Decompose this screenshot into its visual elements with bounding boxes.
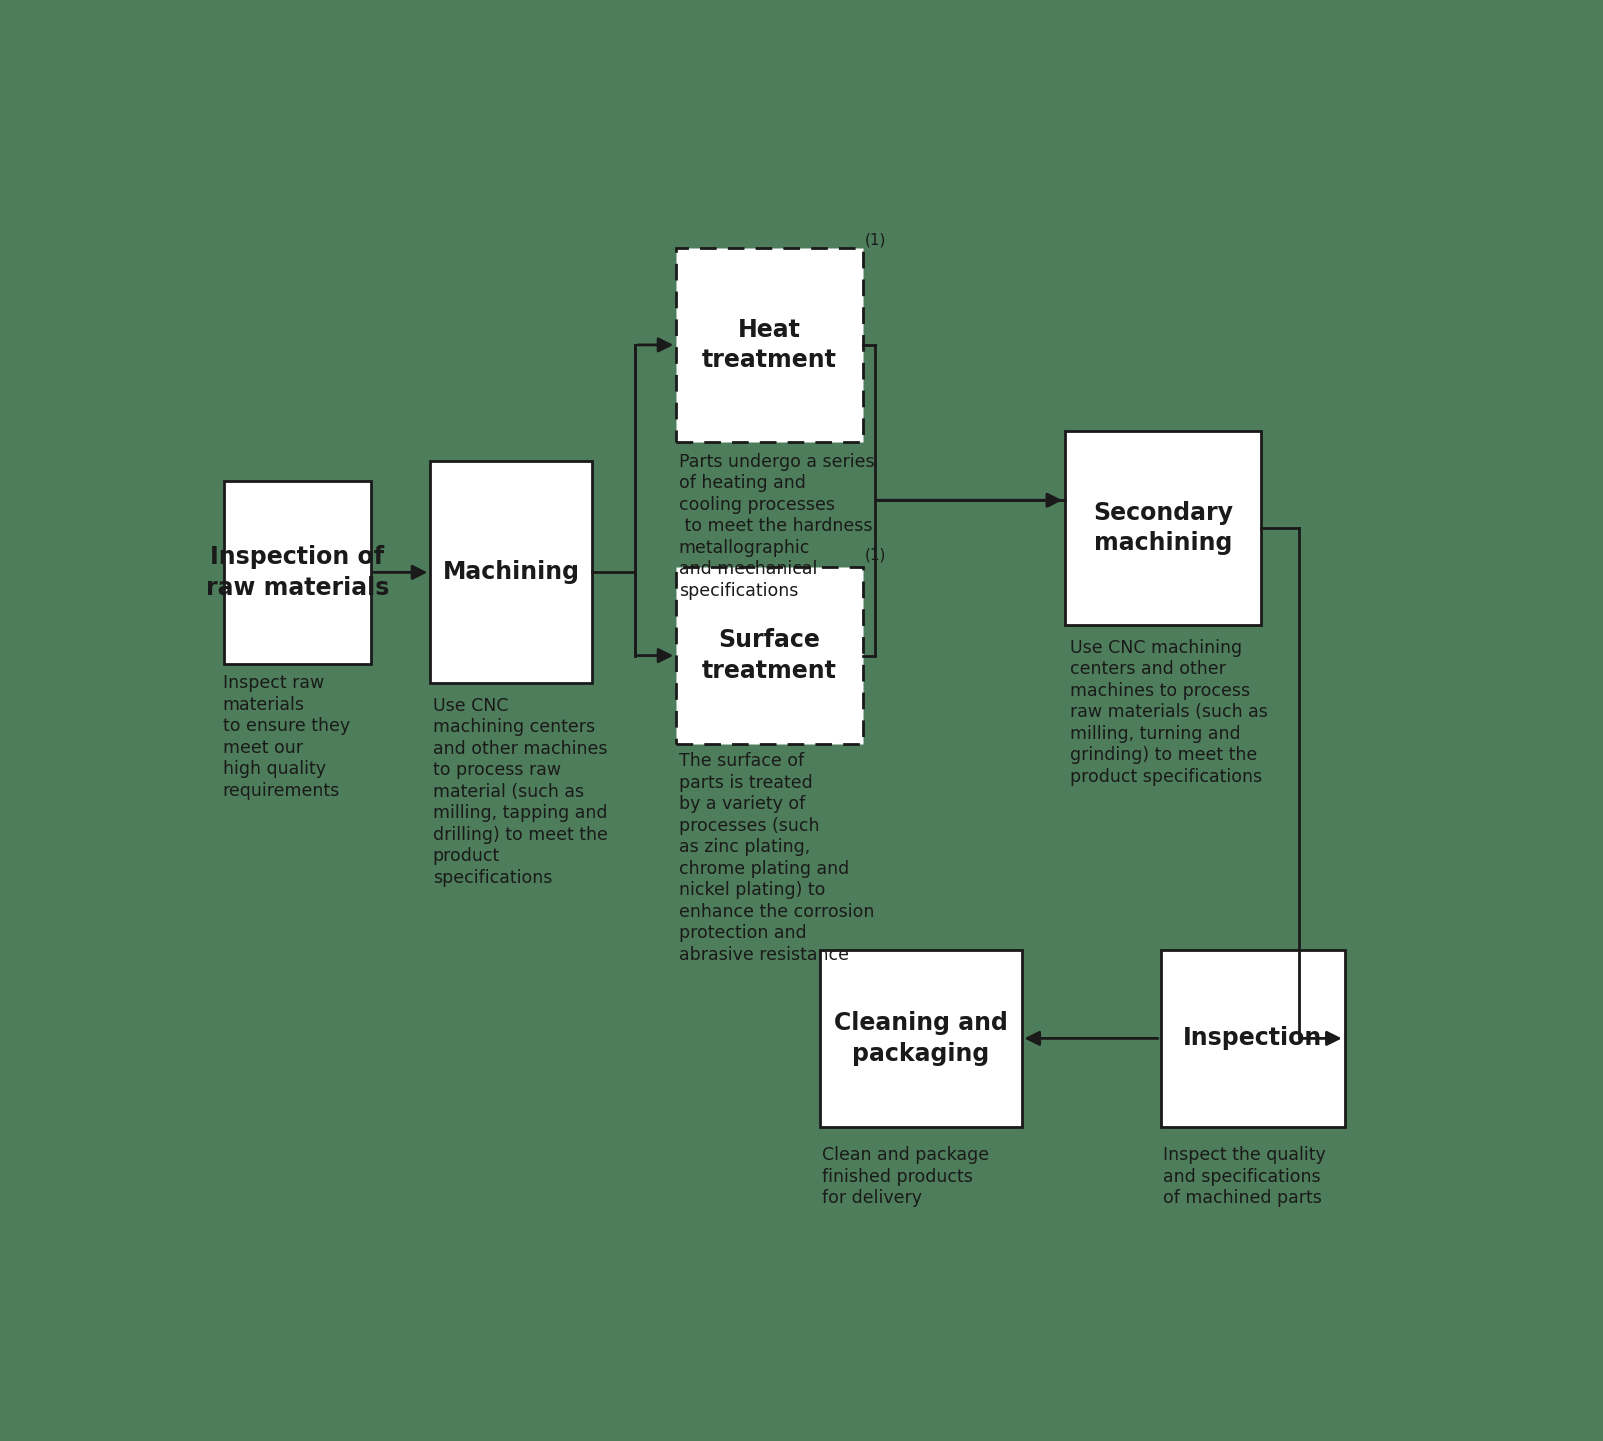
Bar bbox=[676, 248, 862, 442]
Text: Parts undergo a series
of heating and
cooling processes
 to meet the hardness,
m: Parts undergo a series of heating and co… bbox=[678, 452, 878, 599]
Bar bbox=[676, 566, 862, 745]
Text: Use CNC machining
centers and other
machines to process
raw materials (such as
m: Use CNC machining centers and other mach… bbox=[1071, 638, 1268, 785]
Text: Heat
treatment: Heat treatment bbox=[702, 317, 837, 372]
Text: Inspect the quality
and specifications
of machined parts: Inspect the quality and specifications o… bbox=[1164, 1146, 1326, 1208]
Bar bbox=[430, 461, 592, 683]
Text: Inspect raw
materials
to ensure they
meet our
high quality
requirements: Inspect raw materials to ensure they mee… bbox=[223, 674, 349, 800]
Text: Clean and package
finished products
for delivery: Clean and package finished products for … bbox=[822, 1146, 989, 1208]
Bar bbox=[224, 481, 370, 664]
Text: Surface
treatment: Surface treatment bbox=[702, 628, 837, 683]
Text: Inspection of
raw materials: Inspection of raw materials bbox=[205, 545, 390, 599]
Bar bbox=[821, 950, 1021, 1127]
Text: (1): (1) bbox=[866, 232, 886, 248]
Text: Use CNC
machining centers
and other machines
to process raw
material (such as
mi: Use CNC machining centers and other mach… bbox=[433, 696, 608, 886]
Text: Inspection: Inspection bbox=[1183, 1026, 1322, 1050]
Bar bbox=[1064, 431, 1262, 625]
Text: Cleaning and
packaging: Cleaning and packaging bbox=[834, 1012, 1008, 1066]
Bar bbox=[1161, 950, 1345, 1127]
Text: Machining: Machining bbox=[442, 561, 579, 585]
Text: (1): (1) bbox=[866, 548, 886, 562]
Text: The surface of
parts is treated
by a variety of
processes (such
as zinc plating,: The surface of parts is treated by a var… bbox=[678, 752, 874, 964]
Text: Secondary
machining: Secondary machining bbox=[1093, 500, 1233, 555]
